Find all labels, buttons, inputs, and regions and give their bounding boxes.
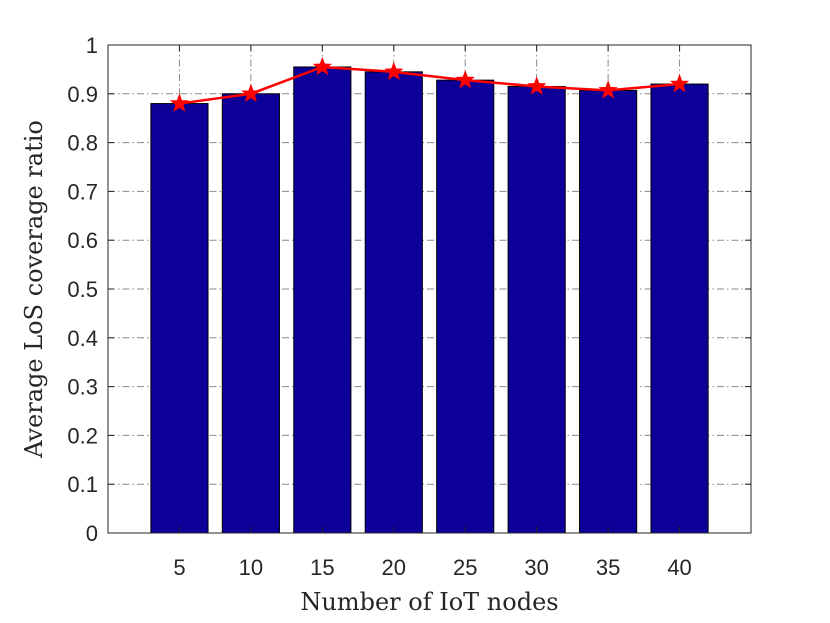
x-tick-label: 15 — [310, 555, 334, 580]
line-path — [179, 65, 680, 105]
y-tick-label: 0.9 — [67, 82, 98, 107]
y-tick-label: 0.4 — [67, 326, 98, 351]
y-tick-label: 0.7 — [67, 179, 98, 204]
bar — [579, 89, 638, 534]
y-tick-label: 0.2 — [67, 423, 98, 448]
x-tick-label: 35 — [596, 555, 620, 580]
bar — [221, 93, 280, 534]
y-axis-ticks: 0 0.1 0.2 0.3 0.4 0.5 0.6 0.7 0.8 0.9 1 — [67, 33, 751, 546]
x-axis-label: Number of IoT nodes — [300, 588, 558, 616]
star-marker — [384, 61, 404, 81]
star-marker — [527, 76, 547, 95]
line-series — [169, 56, 690, 112]
x-tick-label: 30 — [524, 555, 548, 580]
x-tick-label: 20 — [382, 555, 406, 580]
x-axis-ticks: 5 10 15 20 25 30 35 40 — [173, 45, 692, 580]
bar — [436, 79, 495, 534]
star-marker — [455, 70, 475, 89]
y-tick-label: 0.6 — [67, 228, 98, 253]
star-marker — [669, 73, 690, 93]
star-marker — [169, 93, 190, 112]
y-tick-label: 0.3 — [67, 375, 98, 400]
x-tick-label: 40 — [667, 555, 691, 580]
y-tick-label: 0.1 — [67, 472, 98, 497]
bar — [150, 103, 209, 534]
x-tick-label: 25 — [453, 555, 477, 580]
bar — [364, 71, 423, 534]
x-tick-label: 5 — [173, 555, 185, 580]
y-tick-label: 0 — [86, 521, 98, 546]
bar — [507, 85, 566, 534]
y-axis-label: Average LoS coverage ratio — [20, 120, 48, 459]
y-tick-label: 0.5 — [67, 277, 98, 302]
star-marker — [598, 80, 618, 99]
bar — [293, 66, 352, 534]
y-tick-label: 1 — [86, 33, 98, 58]
star-marker — [312, 56, 332, 76]
y-tick-label: 0.8 — [67, 131, 98, 156]
bar — [650, 83, 709, 534]
x-tick-label: 10 — [239, 555, 263, 580]
bar-series — [150, 66, 709, 534]
star-marker — [241, 83, 261, 102]
